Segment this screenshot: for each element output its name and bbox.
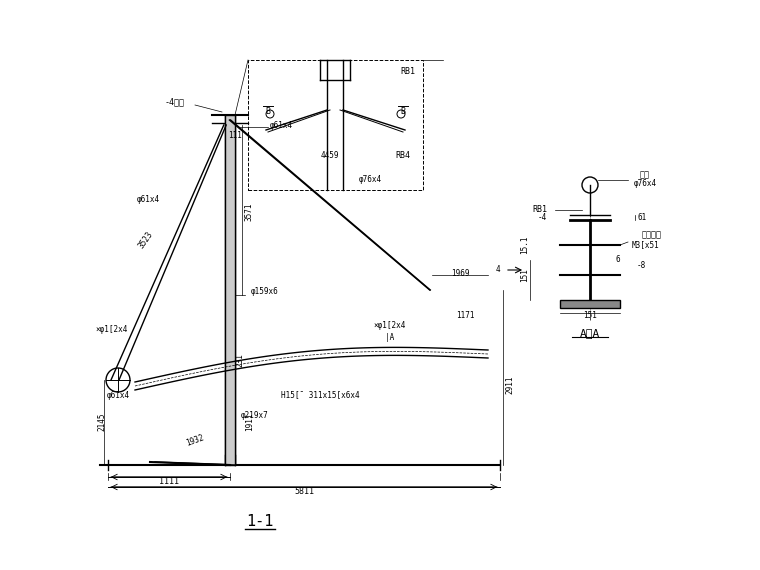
Text: φ219x7: φ219x7: [241, 410, 269, 420]
Text: 4459: 4459: [321, 150, 339, 160]
Text: RB1: RB1: [401, 67, 416, 76]
Text: φ76x4: φ76x4: [633, 178, 657, 188]
Text: -8: -8: [637, 260, 646, 270]
Text: RB1: RB1: [533, 206, 547, 214]
Text: 1171: 1171: [456, 311, 474, 320]
Text: φ159x6: φ159x6: [251, 287, 279, 296]
Text: φ61x4: φ61x4: [106, 390, 129, 400]
Text: 111: 111: [228, 131, 242, 140]
Text: φ76x4: φ76x4: [359, 176, 382, 185]
Text: 拆件: 拆件: [640, 170, 650, 180]
Text: 61: 61: [637, 214, 646, 222]
Text: 角支模板: 角支模板: [642, 230, 662, 239]
Text: 4: 4: [496, 266, 500, 275]
Text: 2145: 2145: [97, 413, 106, 431]
Text: 5811: 5811: [294, 487, 314, 495]
Text: φ61x4: φ61x4: [137, 196, 160, 205]
Text: 1111: 1111: [159, 477, 179, 486]
Text: 1911: 1911: [245, 413, 255, 431]
Polygon shape: [225, 115, 235, 465]
Text: RB4: RB4: [395, 150, 410, 160]
Text: H15[¯ 311x15[x6x4: H15[¯ 311x15[x6x4: [280, 390, 359, 400]
Text: 1969: 1969: [451, 268, 469, 278]
Text: ×φ1[2x4: ×φ1[2x4: [374, 320, 406, 329]
Text: M3[x51: M3[x51: [631, 241, 659, 250]
Text: 1932: 1932: [185, 433, 205, 447]
Text: -4: -4: [537, 214, 546, 222]
Bar: [248, 60, 423, 190]
Text: -4角口: -4角口: [165, 97, 185, 107]
Text: 1-1: 1-1: [246, 515, 274, 530]
Text: 15.1: 15.1: [521, 236, 530, 254]
Text: 2911: 2911: [505, 376, 514, 394]
Text: B: B: [401, 108, 406, 116]
Text: 151: 151: [583, 311, 597, 320]
Text: φ61x4: φ61x4: [270, 120, 293, 129]
Text: 6: 6: [615, 255, 619, 264]
Text: B: B: [265, 108, 271, 116]
Text: A－A: A－A: [580, 328, 600, 338]
Bar: [560, 300, 620, 308]
Text: 151: 151: [521, 268, 530, 282]
Text: |A: |A: [385, 333, 394, 343]
Text: 231: 231: [236, 353, 245, 367]
Text: 3571: 3571: [244, 203, 253, 221]
Text: ×φ1[2x4: ×φ1[2x4: [96, 325, 128, 335]
Text: 3523: 3523: [137, 230, 155, 250]
